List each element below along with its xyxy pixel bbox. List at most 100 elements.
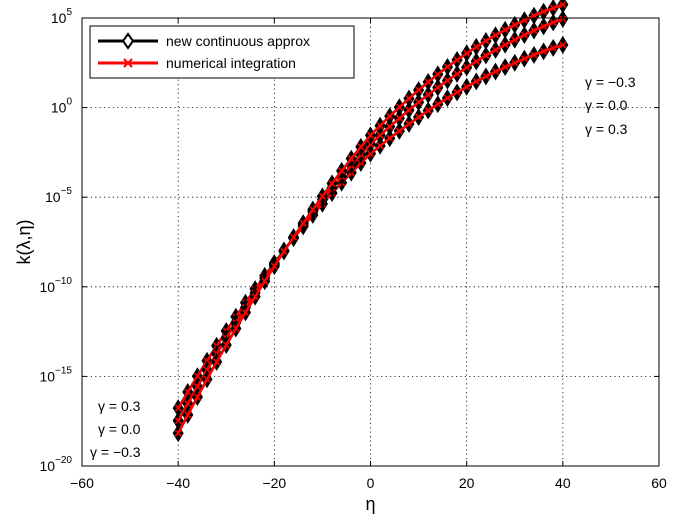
x-marker — [549, 18, 557, 27]
x-marker — [511, 21, 519, 29]
x-marker — [261, 277, 269, 285]
x-marker — [386, 123, 394, 131]
x-marker — [434, 70, 442, 78]
x-marker — [376, 122, 384, 130]
legend-label-new-continuous-approx: new continuous approx — [166, 33, 310, 49]
legend-line-new-continuous-approx — [98, 32, 158, 50]
y-tick-label: 100 — [51, 97, 73, 116]
x-tick-label: 60 — [651, 475, 667, 491]
x-marker — [434, 100, 442, 108]
x-marker — [395, 103, 403, 111]
y-tick-label: 10−15 — [39, 365, 72, 384]
x-marker — [290, 233, 298, 241]
x-marker — [366, 131, 375, 139]
x-marker — [203, 375, 211, 383]
x-marker — [415, 113, 423, 121]
x-marker — [472, 77, 480, 86]
x-marker — [395, 127, 403, 135]
x-marker — [501, 26, 509, 34]
x-marker — [520, 55, 528, 63]
y-tick-label: 105 — [51, 7, 73, 26]
x-marker — [415, 98, 423, 106]
legend-line-numerical-integration — [98, 58, 158, 68]
x-marker — [386, 112, 394, 120]
x-marker — [232, 324, 240, 333]
x-marker — [453, 70, 461, 78]
x-marker — [193, 393, 201, 401]
x-marker — [270, 262, 278, 270]
x-marker — [530, 26, 538, 35]
x-marker — [482, 72, 490, 80]
x-marker — [491, 46, 500, 54]
x-marker — [463, 83, 471, 91]
x-marker — [193, 383, 201, 391]
x-marker — [501, 41, 509, 49]
x-marker — [540, 47, 548, 55]
x-marker — [511, 59, 519, 67]
x-marker — [376, 131, 384, 139]
x-marker — [540, 8, 548, 16]
legend-diamond-marker — [121, 32, 135, 50]
x-marker — [366, 150, 375, 158]
integration-line — [177, 17, 564, 422]
x-marker — [501, 63, 509, 71]
x-marker — [453, 88, 461, 96]
series-layer — [172, 0, 569, 443]
x-marker — [424, 91, 432, 99]
series-2 — [172, 0, 569, 443]
x-marker — [549, 4, 557, 12]
x-marker — [241, 308, 250, 316]
annotation-left-gamma-0.0: γ = 0.0 — [98, 421, 141, 437]
x-tick-label: −40 — [166, 475, 190, 491]
x-tick-label: 20 — [459, 475, 475, 491]
integration-line — [177, 43, 564, 409]
x-marker — [203, 366, 211, 374]
x-marker — [443, 63, 451, 71]
x-marker — [559, 0, 567, 9]
x-marker — [357, 143, 365, 151]
x-marker — [347, 155, 355, 163]
x-marker — [482, 37, 490, 45]
x-marker — [395, 114, 403, 122]
x-marker — [213, 358, 221, 366]
x-tick-label: −60 — [70, 475, 94, 491]
x-marker — [491, 31, 500, 39]
x-marker — [184, 399, 192, 408]
x-marker — [184, 411, 192, 419]
x-marker — [386, 134, 394, 142]
x-marker — [405, 106, 413, 114]
x-marker — [174, 429, 182, 437]
x-marker — [463, 63, 471, 72]
annotation-right-gamma-neg-0.3: γ = −0.3 — [585, 74, 636, 90]
x-marker — [443, 94, 451, 102]
y-axis-label: k(λ,η) — [14, 220, 34, 265]
x-marker — [443, 76, 451, 85]
approx-line — [177, 17, 564, 422]
x-marker — [424, 106, 432, 115]
y-tick-label: 10−5 — [45, 186, 72, 205]
y-tick-label: 10−20 — [39, 455, 72, 474]
x-marker — [299, 219, 307, 227]
x-marker — [472, 57, 480, 65]
x-marker — [309, 205, 317, 214]
x-marker — [405, 94, 413, 103]
x-marker — [174, 417, 182, 425]
approx-line — [177, 43, 564, 409]
annotation-left-gamma-0.3: γ = 0.3 — [98, 398, 141, 414]
x-marker — [472, 43, 480, 51]
annotation-right-gamma-0.3: γ = 0.3 — [585, 121, 628, 137]
x-marker — [251, 293, 259, 301]
legend-label-numerical-integration: numerical integration — [166, 55, 296, 71]
x-marker — [318, 192, 326, 200]
x-marker — [280, 247, 288, 256]
x-tick-label: 0 — [367, 475, 375, 491]
x-marker — [530, 51, 538, 59]
x-tick-label: 40 — [555, 475, 571, 491]
x-marker — [174, 404, 182, 412]
x-marker — [511, 36, 519, 44]
x-marker — [415, 86, 423, 94]
x-marker — [434, 83, 442, 92]
legend-box — [89, 25, 355, 79]
